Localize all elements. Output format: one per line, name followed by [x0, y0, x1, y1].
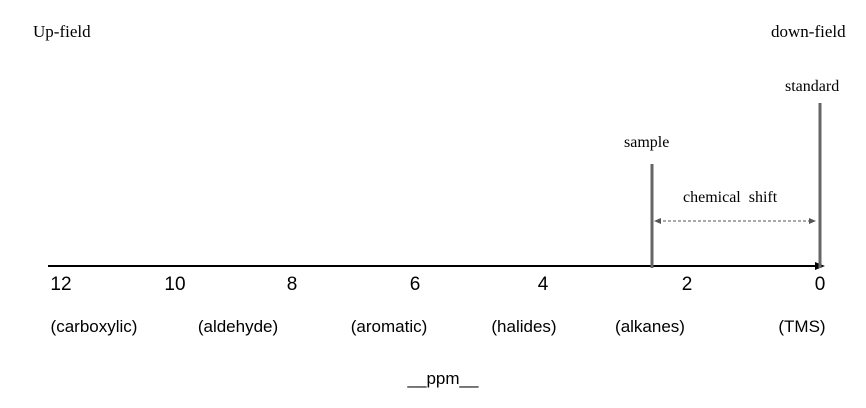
chemical-shift-label: chemical shift — [683, 189, 778, 206]
tick-label-8: 8 — [286, 274, 298, 295]
sample-label: sample — [624, 134, 670, 151]
tick-label-4: 4 — [537, 274, 549, 295]
group-label-halides: (halides) — [491, 317, 557, 336]
down-field-label: down-field — [771, 22, 846, 41]
tick-label-10: 10 — [164, 274, 186, 295]
group-label-aldehyde: (aldehyde) — [197, 317, 279, 336]
tick-label-0: 0 — [814, 274, 826, 295]
standard-label: standard — [785, 78, 840, 95]
up-field-label: Up-field — [33, 22, 91, 41]
group-label-alkanes: (alkanes) — [615, 317, 685, 336]
shift-arrowhead-right — [809, 218, 816, 224]
tick-label-6: 6 — [409, 274, 421, 295]
group-label-tms: (TMS) — [778, 317, 826, 336]
group-label-aromatic: (aromatic) — [350, 317, 428, 336]
tick-label-2: 2 — [681, 274, 693, 295]
tick-label-12: 12 — [50, 274, 72, 295]
shift-arrowhead-left — [654, 218, 661, 224]
axis-unit-label: __ppm__ — [407, 369, 479, 388]
group-label-carboxylic: (carboxylic) — [50, 317, 138, 336]
